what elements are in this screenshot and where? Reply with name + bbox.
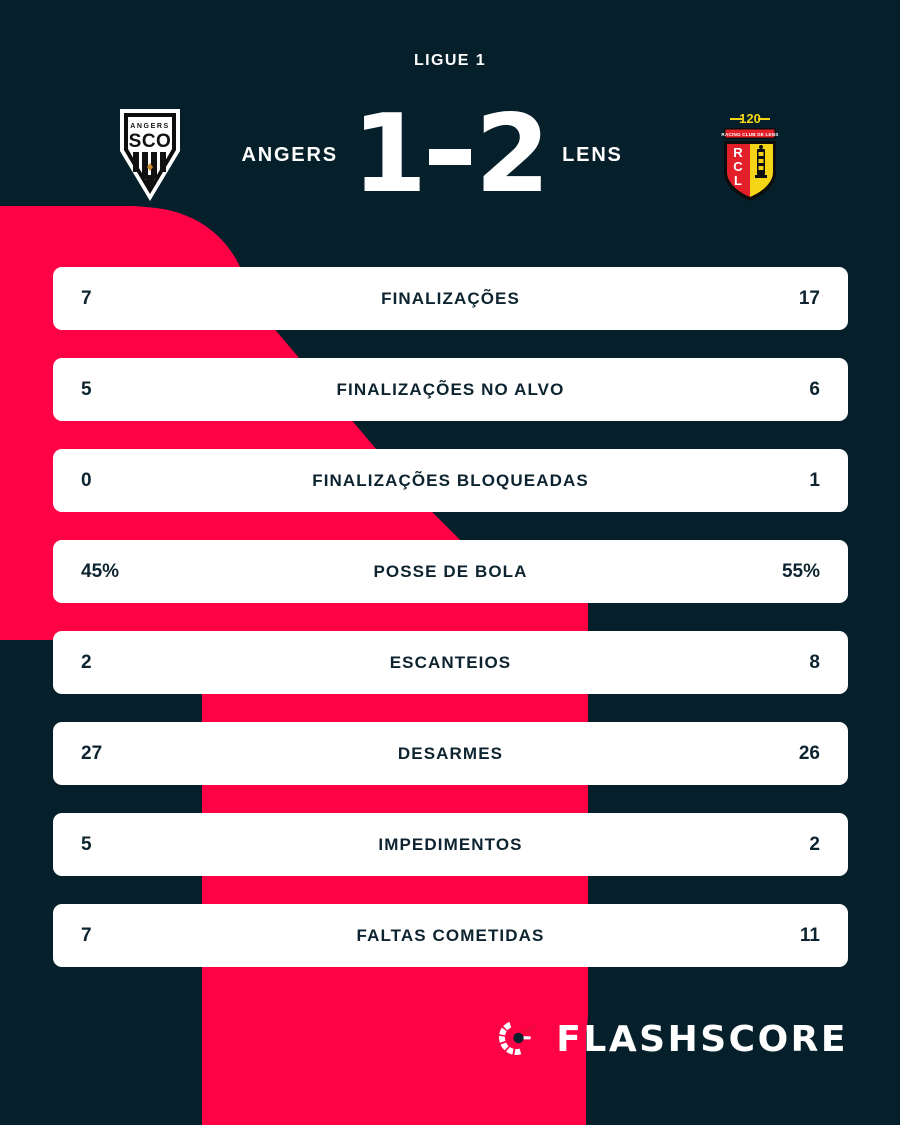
stat-row: 5 FINALIZAÇÕES NO ALVO 6 — [53, 358, 848, 421]
stat-label: DESARMES — [397, 743, 504, 763]
flashscore-wordmark: FLASHSCORE — [556, 1018, 848, 1060]
stat-row: 0 FINALIZAÇÕES BLOQUEADAS 1 — [53, 449, 848, 512]
stat-row: 5 IMPEDIMENTOS 2 — [53, 813, 848, 876]
logo-red-wedge — [515, 1022, 540, 1034]
stat-away-value: 26 — [798, 742, 820, 764]
stat-label: FINALIZAÇÕES BLOQUEADAS — [312, 470, 589, 490]
flashscore-logo-icon — [496, 1016, 542, 1062]
pink-bottom-left-concave-fix — [202, 1020, 307, 1125]
crest-stripe-4 — [159, 152, 166, 172]
logo-arc-segment-4 — [500, 1042, 509, 1051]
crest-main-text: SCO — [129, 131, 172, 152]
stat-away-value: 8 — [809, 651, 820, 673]
left-dark-panel — [0, 640, 202, 1125]
crest-stripe-2 — [141, 152, 148, 179]
score-display: 1 2 — [351, 92, 550, 217]
crest-banner-text: RACING CLUB DE LENS — [722, 132, 779, 137]
stat-label: POSSE DE BOLA — [373, 561, 528, 581]
crest-letter-r: R — [733, 145, 743, 160]
stat-home-value: 5 — [81, 833, 92, 855]
stat-away-value: 11 — [799, 924, 820, 946]
stat-home-value: 45% — [81, 560, 120, 582]
crest-tower-window-2 — [758, 159, 764, 163]
pink-bottom-left-concave — [96, 1020, 202, 1125]
away-team-crest-lens: 120 RACING CLUB DE LENS R C L — [712, 105, 788, 205]
crest-shield-red — [727, 144, 751, 197]
stat-row: 7 FINALIZAÇÕES 17 — [53, 267, 848, 330]
crest-stripe-3 — [150, 152, 157, 179]
stat-away-value: 17 — [798, 287, 820, 309]
crest-banner — [725, 129, 775, 138]
home-team-crest-angers: ANGERS SCO — [112, 105, 188, 205]
pink-final-bottom — [202, 1020, 586, 1125]
crest-letter-l: L — [734, 173, 742, 188]
logo-arc-segment-3 — [499, 1035, 506, 1043]
away-team-name: LENS — [562, 143, 623, 166]
stat-home-value: 2 — [81, 651, 92, 673]
stat-label: IMPEDIMENTOS — [378, 834, 523, 854]
stat-home-value: 7 — [81, 287, 92, 309]
stat-row: 7 FALTAS COMETIDAS 11 — [53, 904, 848, 967]
stat-away-value: 6 — [809, 378, 820, 400]
stat-home-value: 0 — [81, 469, 92, 491]
logo-center-hole — [513, 1032, 524, 1044]
stat-home-value: 5 — [81, 378, 92, 400]
competition-name: LIGUE 1 — [413, 52, 487, 69]
stat-away-value: 2 — [809, 833, 820, 855]
stat-label: FINALIZAÇÕES NO ALVO — [336, 379, 565, 399]
logo-arc-segment-6 — [514, 1048, 522, 1056]
crest-letter-c: C — [733, 159, 743, 174]
stat-row: 27 DESARMES 26 — [53, 722, 848, 785]
brand-footer: FLASHSCORE — [496, 1016, 848, 1062]
crest-top-text: ANGERS — [130, 123, 170, 130]
stat-home-value: 27 — [81, 742, 103, 764]
crest-tower-window-3 — [758, 166, 764, 170]
statistics-list: 7 FINALIZAÇÕES 17 5 FINALIZAÇÕES NO ALVO… — [53, 267, 848, 995]
stat-label: FALTAS COMETIDAS — [356, 925, 545, 945]
away-score: 2 — [475, 92, 550, 217]
logo-needle-bar — [522, 1036, 531, 1040]
logo-arc-segment-5 — [506, 1047, 514, 1055]
stat-row: 2 ESCANTEIOS 8 — [53, 631, 848, 694]
crest-tip — [145, 175, 154, 187]
stat-label: ESCANTEIOS — [389, 652, 512, 672]
stat-label: FINALIZAÇÕES — [381, 288, 520, 308]
home-score: 1 — [351, 92, 427, 217]
crest-emblem — [146, 163, 153, 171]
scoreline: ANGERS SCO ANGERS 1 2 LENS — [0, 90, 900, 220]
stat-row: 45% POSSE DE BOLA 55% — [53, 540, 848, 603]
crest-tower-top — [759, 145, 764, 149]
crest-stripe-1 — [132, 152, 139, 172]
crest-shield-field — [127, 117, 172, 187]
score-separator-icon — [429, 149, 471, 165]
crest-tower-window-1 — [758, 152, 764, 156]
home-team-name: ANGERS — [241, 143, 338, 166]
crest-anniversary-text: 120 — [739, 111, 761, 126]
crest-tower-base — [755, 175, 768, 178]
stat-away-value: 55% — [781, 560, 820, 582]
logo-arc-segment-1 — [503, 1022, 512, 1031]
stat-home-value: 7 — [81, 924, 92, 946]
logo-arc-segment-2 — [499, 1027, 507, 1036]
stat-away-value: 1 — [809, 469, 820, 491]
